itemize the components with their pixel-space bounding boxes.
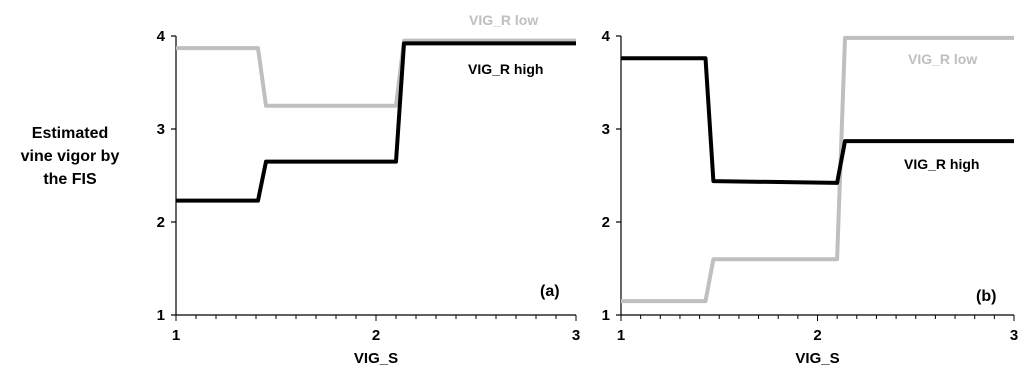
series-line-vig-r-high (621, 56, 1014, 185)
y-tick-label: 2 (602, 214, 610, 231)
y-axis-title-line-2: vine vigor by (20, 148, 120, 165)
x-axis-title: VIG_S (354, 350, 398, 367)
y-tick-label: 1 (157, 307, 165, 324)
y-axis-title: Estimated vine vigor by the FIS (0, 122, 140, 191)
series-line-vig-r-low (621, 35, 1014, 304)
series-line-vig-r-high (176, 41, 576, 203)
chart-panel-2: 1 2 3 4 1 2 3 VIG_S VIG_R low VIG_R high (b) (602, 28, 1019, 367)
x-tick-label: 2 (372, 327, 380, 344)
series-label-vig-r-low: VIG_R low (908, 51, 977, 67)
y-axis-title-line-1: Estimated (31, 125, 109, 142)
y-tick-label: 3 (602, 121, 610, 138)
x-tick-label: 3 (1010, 327, 1018, 344)
y-tick-label: 3 (157, 121, 165, 138)
series-label-vig-r-high: VIG_R high (468, 61, 543, 77)
series-label-vig-r-low: VIG_R low (469, 12, 538, 28)
chart-panel-1: 1 2 3 4 1 2 3 VIG_S VIG_R low VIG_R high (a) (157, 12, 581, 367)
panel-label: (b) (976, 288, 996, 305)
x-tick-label: 3 (572, 327, 580, 344)
series-line-vig-r-low (176, 38, 576, 108)
x-tick-label: 2 (813, 327, 821, 344)
y-tick-label: 4 (602, 28, 611, 45)
y-tick-label: 2 (157, 214, 165, 231)
x-tick-label: 1 (172, 327, 180, 344)
y-tick-label: 1 (602, 307, 610, 324)
y-tick-label: 4 (157, 28, 166, 45)
series-label-vig-r-high: VIG_R high (904, 156, 979, 172)
y-axis-title-line-3: the FIS (43, 171, 97, 188)
x-axis-title: VIG_S (795, 350, 839, 367)
panel-label: (a) (540, 283, 560, 300)
x-tick-label: 1 (617, 327, 625, 344)
